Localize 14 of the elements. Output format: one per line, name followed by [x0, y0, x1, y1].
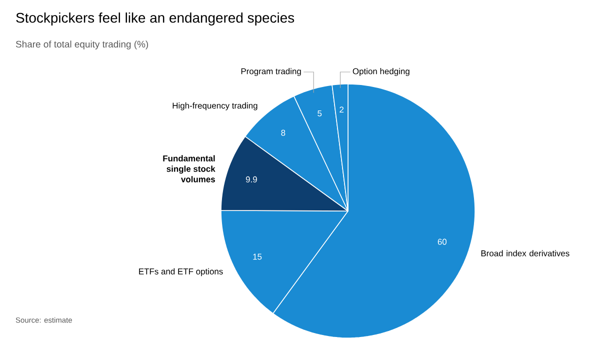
slice-label: High-frequency trading	[172, 102, 258, 110]
data-label: 2	[340, 106, 344, 113]
chart-subtitle: Share of total equity trading (%)	[16, 40, 148, 50]
slice-label: Program trading	[241, 68, 301, 76]
data-label: 60	[438, 238, 447, 245]
slice-label: Option hedging	[352, 68, 410, 76]
data-label: 5	[318, 110, 322, 116]
data-label: 15	[253, 254, 262, 260]
slice-label: Broad index derivatives	[481, 250, 570, 256]
slice-label: ETFs and ETF options	[139, 268, 223, 276]
chart-title: Stockpickers feel like an endangered species	[16, 12, 294, 26]
slice-label: Fundamental single stock volumes	[163, 155, 216, 182]
data-label: 9.9	[246, 176, 257, 182]
data-label: 8	[281, 130, 286, 136]
